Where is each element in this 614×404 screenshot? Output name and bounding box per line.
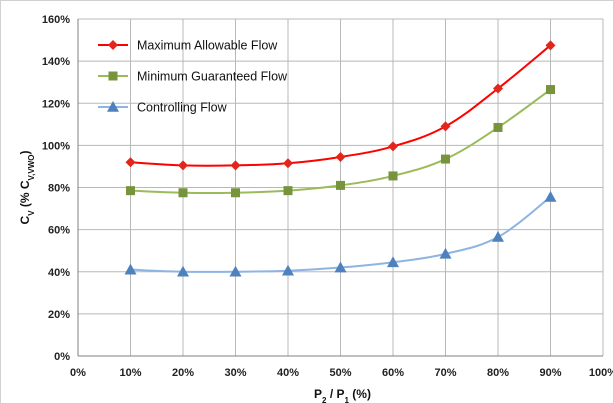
data-point-minimum-guaranteed-flow bbox=[494, 123, 503, 132]
x-tick-label: 100% bbox=[589, 367, 613, 379]
y-tick-label: 0% bbox=[54, 351, 70, 363]
x-tick-label: 50% bbox=[329, 367, 351, 379]
y-tick-label: 20% bbox=[48, 309, 70, 321]
x-tick-label: 40% bbox=[277, 367, 299, 379]
legend-label-controlling-flow: Controlling Flow bbox=[137, 101, 228, 115]
y-tick-label: 60% bbox=[48, 225, 70, 237]
y-axis-title: CV (% CV,VWO) bbox=[18, 151, 36, 225]
legend-label-minimum-guaranteed-flow: Minimum Guaranteed Flow bbox=[137, 70, 288, 84]
x-tick-label: 10% bbox=[119, 367, 141, 379]
y-tick-label: 160% bbox=[42, 14, 70, 26]
x-axis-title: P2 / P1 (%) bbox=[314, 387, 371, 403]
data-point-minimum-guaranteed-flow bbox=[284, 186, 293, 195]
x-tick-label: 0% bbox=[70, 367, 86, 379]
data-point-minimum-guaranteed-flow bbox=[389, 171, 398, 180]
data-point-minimum-guaranteed-flow bbox=[336, 181, 345, 190]
x-tick-label: 80% bbox=[487, 367, 509, 379]
y-tick-label: 100% bbox=[42, 140, 70, 152]
data-point-minimum-guaranteed-flow bbox=[546, 85, 555, 94]
y-tick-label: 140% bbox=[42, 56, 70, 68]
y-tick-label: 120% bbox=[42, 98, 70, 110]
x-tick-label: 60% bbox=[382, 367, 404, 379]
y-tick-label: 80% bbox=[48, 183, 70, 195]
data-point-minimum-guaranteed-flow bbox=[126, 186, 135, 195]
x-tick-label: 70% bbox=[434, 367, 456, 379]
legend-marker-minimum-guaranteed-flow bbox=[109, 72, 118, 81]
x-tick-label: 20% bbox=[172, 367, 194, 379]
data-point-minimum-guaranteed-flow bbox=[441, 155, 450, 164]
data-point-minimum-guaranteed-flow bbox=[179, 188, 188, 197]
x-tick-label: 30% bbox=[224, 367, 246, 379]
legend-label-maximum-allowable-flow: Maximum Allowable Flow bbox=[137, 39, 278, 53]
y-tick-label: 40% bbox=[48, 267, 70, 279]
x-tick-label: 90% bbox=[539, 367, 561, 379]
data-point-minimum-guaranteed-flow bbox=[231, 188, 240, 197]
